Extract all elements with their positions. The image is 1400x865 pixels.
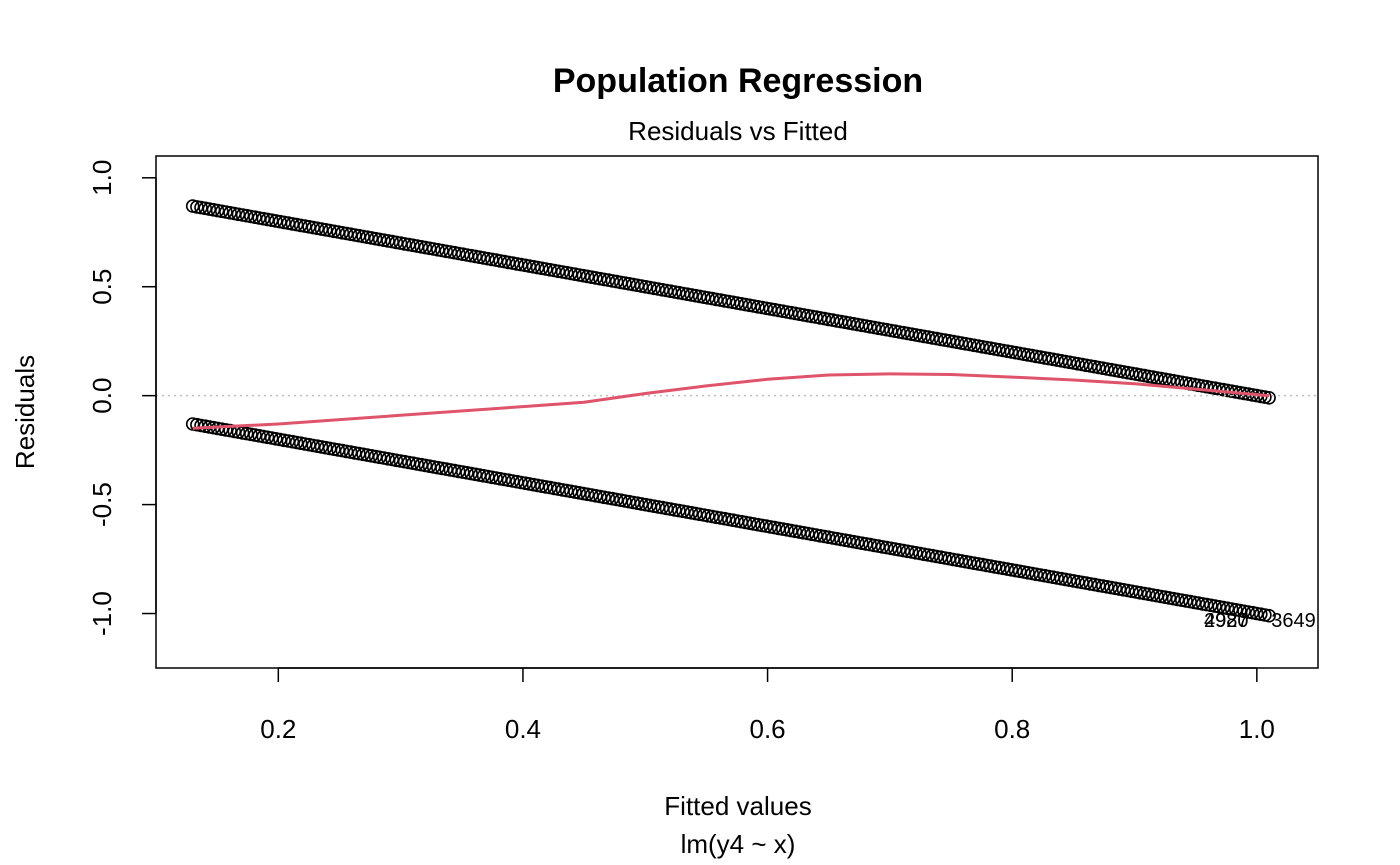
chart-subtitle: Residuals vs Fitted — [628, 116, 848, 146]
data-points — [185, 199, 1276, 623]
x-tick-label: 0.6 — [750, 714, 786, 744]
y-tick-label: 0.0 — [87, 378, 117, 414]
x-axis: 0.2 0.4 0.6 0.8 1.0 — [260, 667, 1275, 744]
y-axis: -1.0 -0.5 0.0 0.5 1.0 — [87, 160, 157, 636]
data-point — [1262, 390, 1276, 405]
y-tick-label: -0.5 — [87, 482, 117, 527]
y-tick-label: -1.0 — [87, 591, 117, 636]
x-tick-label: 0.4 — [505, 714, 541, 744]
y-axis-label: Residuals — [10, 355, 40, 469]
x-tick-label: 0.2 — [260, 714, 296, 744]
y-tick-label: 1.0 — [87, 160, 117, 196]
y-tick-label: 0.5 — [87, 269, 117, 305]
x-tick-label: 0.8 — [994, 714, 1030, 744]
x-axis-sublabel: lm(y4 ~ x) — [681, 829, 796, 859]
chart-title: Population Regression — [553, 62, 923, 100]
x-axis-label: Fitted values — [664, 791, 811, 821]
x-tick-label: 1.0 — [1239, 714, 1275, 744]
data-point — [1262, 608, 1276, 623]
smoother-line — [192, 372, 1270, 430]
point-label: 4987 — [1204, 610, 1249, 632]
point-label: 3649 — [1271, 610, 1316, 632]
point-label: 2920 — [1204, 610, 1249, 632]
